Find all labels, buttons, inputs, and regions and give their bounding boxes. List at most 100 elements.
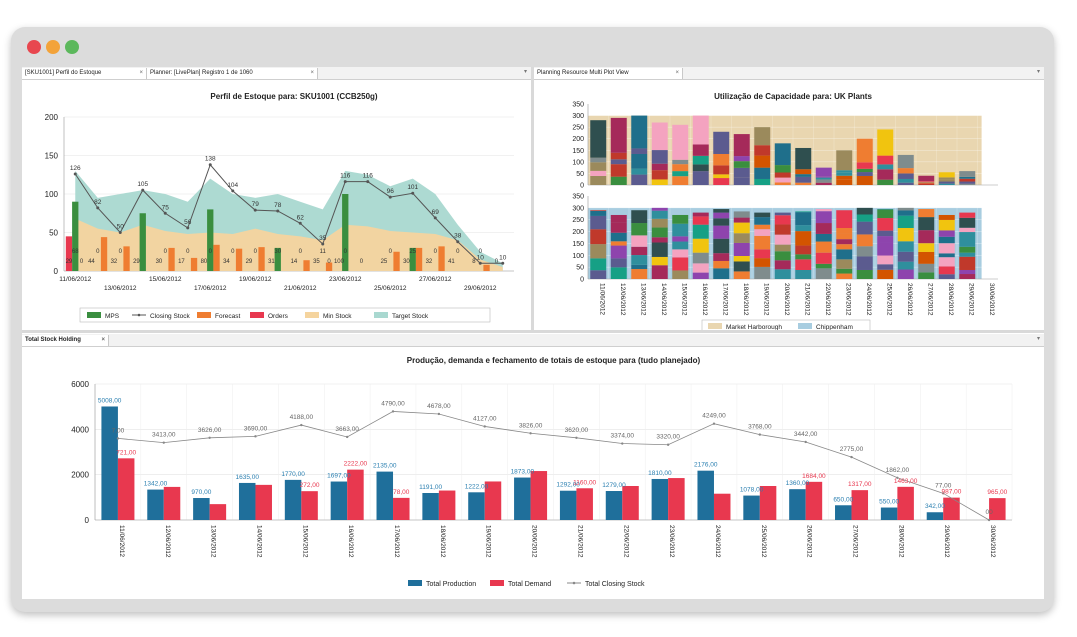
legend-label: MPS: [105, 313, 120, 320]
capacity-bar-segment: [836, 268, 853, 274]
closing-stock-point: [298, 221, 302, 225]
legend-label: Min Stock: [323, 313, 352, 320]
close-icon[interactable]: ×: [139, 69, 143, 76]
x-tick-label: 13/06/2012: [210, 525, 217, 558]
capacity-bar-segment: [856, 172, 873, 176]
capacity-bar-segment: [959, 212, 976, 218]
capacity-bar-segment: [938, 214, 955, 220]
bar-value-label: 32: [111, 259, 118, 265]
capacity-bar-segment: [610, 245, 627, 259]
legend-box: [701, 319, 871, 330]
pane-divider-vertical[interactable]: [531, 67, 534, 333]
demand-bar: [759, 486, 777, 520]
production-bar: [101, 406, 118, 520]
closing-stock-label: 35: [319, 235, 327, 242]
tab-planner[interactable]: Planner: [LivePlan] Registro 1 de 1060 ×: [147, 67, 318, 79]
capacity-bar-segment: [938, 236, 955, 244]
x-tick-label: 26/06/2012: [906, 283, 913, 316]
capacity-bar-segment: [651, 218, 668, 228]
closing-stock-label: 105: [137, 181, 148, 188]
capacity-bar-segment: [938, 219, 955, 231]
orders-bar: [65, 236, 73, 271]
capacity-bar-segment: [836, 273, 853, 279]
production-bar: [789, 489, 806, 520]
y-tick-label: 150: [572, 241, 584, 248]
capacity-bar-segment: [938, 181, 955, 184]
capacity-bar-segment: [754, 249, 771, 259]
production-label: 650,00: [833, 496, 853, 503]
x-tick-label: 12/06/2012: [164, 525, 171, 558]
demand-label: 2222,00: [344, 461, 368, 468]
capacity-bar-segment: [938, 172, 955, 178]
production-label: 1222,00: [465, 483, 489, 490]
capacity-bar-segment: [672, 214, 689, 224]
tab-total-stock-holding[interactable]: Total Stock Holding ×: [22, 334, 109, 346]
capacity-bar-segment: [897, 168, 914, 174]
y-tick-label: 50: [576, 265, 584, 272]
mps-bar: [409, 247, 416, 271]
bar-value-label: 0: [164, 249, 168, 255]
capacity-bar-segment: [610, 258, 627, 268]
forecast-bar: [100, 237, 108, 271]
capacity-bar-segment: [733, 211, 750, 218]
close-icon[interactable]: ×: [310, 69, 314, 76]
capacity-bar-segment: [774, 224, 791, 235]
x-tick-label: 30/06/2012: [988, 283, 995, 316]
closing-stock-label: 1862,00: [886, 467, 910, 474]
capacity-bar-segment: [795, 182, 812, 185]
production-bar: [238, 482, 256, 520]
minimize-window-icon[interactable]: [46, 40, 60, 54]
closing-stock-label: 62: [297, 214, 305, 221]
x-tick-label: 26/06/2012: [806, 525, 813, 558]
capacity-bar-segment: [877, 155, 894, 165]
tab-resource-plot[interactable]: Planning Resource Multi Plot View ×: [534, 67, 683, 79]
chevron-down-icon[interactable]: ▾: [1036, 69, 1040, 75]
capacity-bar-segment: [610, 241, 627, 246]
demand-label: 965,00: [987, 489, 1007, 496]
mps-bar: [207, 209, 214, 271]
demand-label: 1684,00: [802, 473, 826, 480]
x-tick-label: 19/06/2012: [485, 525, 492, 558]
y-tick-label: 250: [572, 125, 584, 132]
capacity-bar-segment: [815, 167, 832, 177]
bar-value-label: 25: [381, 259, 388, 265]
production-bar: [835, 505, 852, 520]
demand-bar: [943, 497, 960, 520]
production-label: 970,00: [191, 489, 211, 496]
legend-swatch: [490, 580, 504, 586]
x-tick-label: 28/06/2012: [897, 525, 904, 558]
close-window-icon[interactable]: [27, 40, 41, 54]
x-tick-label: 15/06/2012: [301, 525, 308, 558]
close-icon[interactable]: ×: [101, 336, 105, 343]
legend-swatch: [87, 312, 101, 318]
x-tick-label: 23/06/2012: [668, 525, 675, 558]
demand-bar: [209, 504, 227, 520]
chevron-down-icon[interactable]: ▾: [523, 69, 527, 75]
closing-stock-point: [231, 189, 235, 193]
tab-stock-profile[interactable]: [SKU1001] Perfil do Estoque ×: [22, 67, 147, 79]
capacity-bar-segment: [631, 246, 648, 256]
capacity-bar-segment: [897, 269, 914, 279]
forecast-bar: [438, 246, 445, 271]
x-tick-label: 24/06/2012: [865, 283, 872, 316]
production-label: 1342,00: [144, 481, 168, 488]
capacity-bar-segment: [713, 253, 730, 261]
x-tick-label: 17/06/2012: [393, 525, 400, 558]
close-icon[interactable]: ×: [675, 69, 679, 76]
bar-value-label: 30: [403, 259, 410, 265]
forecast-bar: [303, 260, 310, 271]
chevron-down-icon[interactable]: ▾: [1036, 336, 1040, 342]
demand-label: 78,00: [393, 489, 410, 496]
closing-stock-label: 116: [363, 173, 374, 180]
capacity-bar-segment: [856, 256, 873, 270]
capacity-bar-segment: [672, 236, 689, 242]
maximize-window-icon[interactable]: [65, 40, 79, 54]
capacity-bar-segment: [713, 178, 730, 185]
closing-stock-label: 2775,00: [840, 446, 864, 453]
capacity-bar-segment: [631, 153, 648, 169]
capacity-bar-segment: [610, 214, 627, 223]
capacity-bar-segment: [836, 179, 853, 185]
bottom-pane-tabbar: Total Stock Holding × ▾: [22, 334, 1044, 347]
pane-divider-horizontal[interactable]: [22, 330, 1044, 333]
capacity-bar-segment: [938, 177, 955, 180]
